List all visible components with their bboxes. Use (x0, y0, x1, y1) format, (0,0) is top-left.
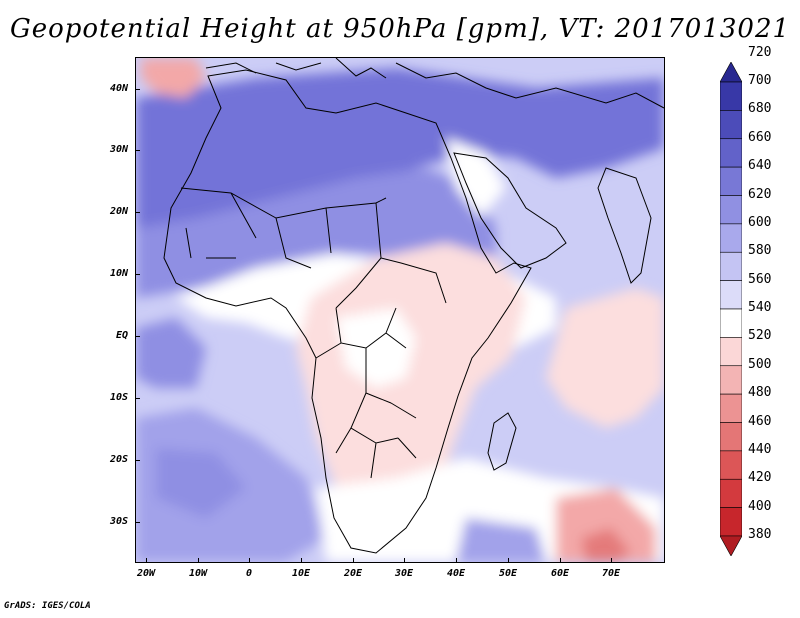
legend-label: 680 (748, 101, 772, 117)
legend-swatch (720, 365, 742, 395)
west-ocean-blue (136, 318, 206, 388)
south-blue-core (156, 448, 246, 518)
legend-arrow-top (720, 62, 742, 83)
legend-swatch (720, 251, 742, 281)
lat-tick (135, 212, 140, 213)
lon-label-0: 0 (245, 568, 253, 579)
geopotential-map (136, 58, 664, 562)
lon-label-40e: 40E (446, 568, 466, 579)
indian-ocean-pink (546, 288, 664, 428)
lon-tick (146, 558, 147, 563)
lon-label-10w: 10W (188, 568, 208, 579)
south-ocean-blue (456, 518, 546, 562)
lon-tick (249, 558, 250, 563)
legend-swatch (720, 422, 742, 452)
grads-credit: GrADS: IGES/COLA (4, 601, 91, 611)
lon-tick (560, 558, 561, 563)
lon-label-30e: 30E (394, 568, 414, 579)
legend-swatch (720, 478, 742, 508)
madagascar-coastline (487, 412, 517, 471)
legend-swatch (720, 337, 742, 367)
map-plot-area[interactable] (135, 57, 665, 563)
lon-tick (456, 558, 457, 563)
sahara-blue-band (136, 168, 496, 298)
congo-white (336, 308, 416, 388)
northwest-low (141, 58, 206, 98)
north-blue-band (136, 68, 664, 238)
lon-label-70e: 70E (601, 568, 621, 579)
lat-tick (135, 336, 140, 337)
legend-label: 620 (748, 186, 772, 202)
lat-label-30n: 30N (109, 144, 128, 155)
india-coastline (597, 167, 652, 284)
legend-label: 560 (748, 271, 772, 287)
africa-coastline (163, 69, 532, 554)
legend-swatch (720, 110, 742, 140)
legend-swatch (720, 81, 742, 111)
legend-swatch (720, 280, 742, 310)
southeast-low-outer (556, 488, 656, 562)
legend-label: 460 (748, 413, 772, 429)
southeast-low-core (581, 528, 631, 562)
height-field (136, 58, 664, 562)
legend-swatch (720, 138, 742, 168)
lon-label-60e: 60E (550, 568, 570, 579)
lon-label-50e: 50E (498, 568, 518, 579)
legend-swatch (720, 450, 742, 480)
legend-label: 660 (748, 129, 772, 145)
legend-label: 580 (748, 243, 772, 259)
lat-tick (135, 274, 140, 275)
legend-swatch (720, 308, 742, 338)
lat-tick (135, 89, 140, 90)
legend-swatch (720, 507, 742, 537)
legend-swatch (720, 223, 742, 253)
arabia-coastline (453, 152, 567, 269)
coastlines (163, 58, 664, 554)
lat-label-40n: 40N (109, 83, 128, 94)
lat-tick (135, 398, 140, 399)
lon-tick (301, 558, 302, 563)
color-legend-bar (720, 62, 742, 556)
lon-tick (198, 558, 199, 563)
lat-tick (135, 522, 140, 523)
legend-swatch (720, 393, 742, 423)
middle-east-white (446, 138, 506, 218)
legend-label: 640 (748, 158, 772, 174)
lon-tick (508, 558, 509, 563)
legend-swatch (720, 195, 742, 225)
lat-label-20s: 20S (109, 454, 128, 465)
lon-label-20e: 20E (343, 568, 363, 579)
legend-arrow-bottom (720, 535, 742, 556)
legend-label: 480 (748, 385, 772, 401)
lon-label-20w: 20W (136, 568, 156, 579)
lon-label-10e: 10E (291, 568, 311, 579)
lat-label-30s: 30S (109, 516, 128, 527)
legend-label: 540 (748, 300, 772, 315)
lat-label-10s: 10S (109, 392, 128, 403)
legend-label: 440 (748, 441, 772, 457)
lon-tick (404, 558, 405, 563)
legend-label: 500 (748, 356, 772, 372)
lat-tick (135, 150, 140, 151)
legend-label: 380 (748, 527, 772, 542)
lat-label-20n: 20N (109, 206, 128, 217)
lon-tick (611, 558, 612, 563)
legend-label: 720 (748, 44, 772, 60)
lon-tick (353, 558, 354, 563)
legend-swatch (720, 166, 742, 196)
map-title: Geopotential Height at 950hPa [gpm], VT:… (9, 14, 791, 44)
legend-label: 700 (748, 73, 772, 88)
lat-tick (135, 460, 140, 461)
legend-label: 420 (748, 470, 772, 486)
legend-label: 400 (748, 498, 772, 514)
country-borders (180, 187, 447, 479)
legend-label: 600 (748, 214, 772, 230)
lat-label-10n: 10N (109, 268, 128, 279)
lat-label-eq: EQ (115, 330, 128, 341)
legend-label: 520 (748, 328, 772, 344)
europe-coastline (205, 58, 664, 109)
